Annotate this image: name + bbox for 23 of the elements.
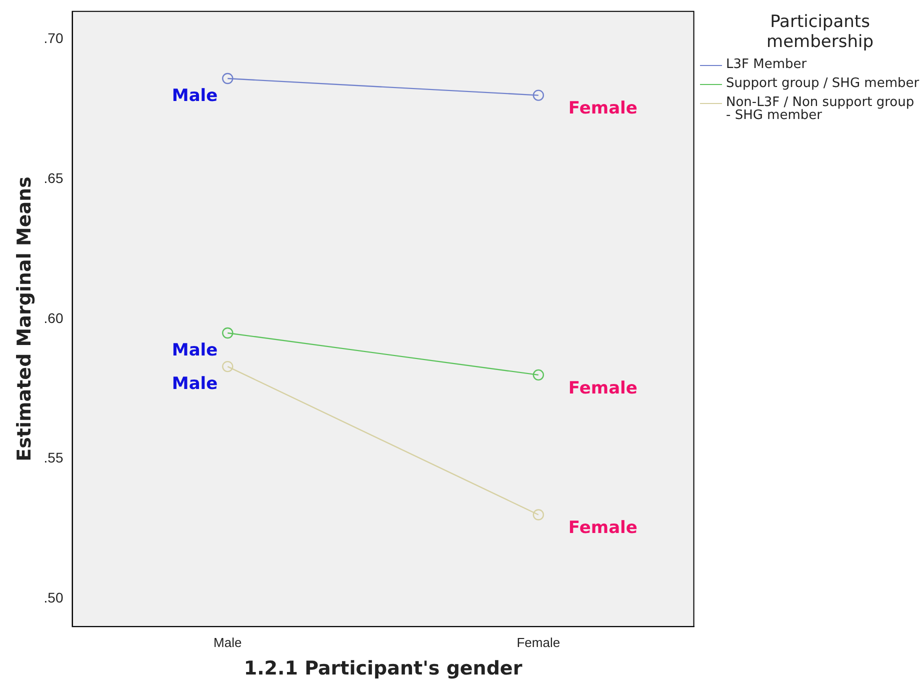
point	[532, 509, 544, 520]
point	[222, 72, 234, 84]
annotation: Female	[568, 518, 638, 538]
point	[222, 327, 234, 339]
point	[532, 369, 544, 381]
y-tick-label: .65	[44, 170, 64, 186]
legend-title: Participants membership	[766, 12, 874, 52]
point	[222, 360, 234, 372]
y-tick-label: .55	[44, 450, 64, 466]
point	[532, 90, 544, 101]
y-tick-label: .50	[44, 589, 64, 606]
annotation: Male	[172, 340, 218, 360]
annotation: Female	[568, 378, 638, 398]
legend-label: Support group / SHG member	[726, 76, 920, 91]
legend-label: Non-L3F / Non support group - SHG member	[726, 95, 916, 123]
x-axis-title: 1.2.1 Participant's gender	[244, 658, 523, 680]
y-axis-title: Estimated Marginal Means	[13, 176, 36, 462]
annotation: Male	[172, 374, 218, 394]
annotation: Male	[172, 86, 218, 106]
annotation: Female	[568, 98, 638, 119]
y-tick-label: .70	[44, 30, 64, 46]
legend-label: L3F Member	[726, 57, 807, 72]
y-tick-label: .60	[44, 310, 64, 326]
